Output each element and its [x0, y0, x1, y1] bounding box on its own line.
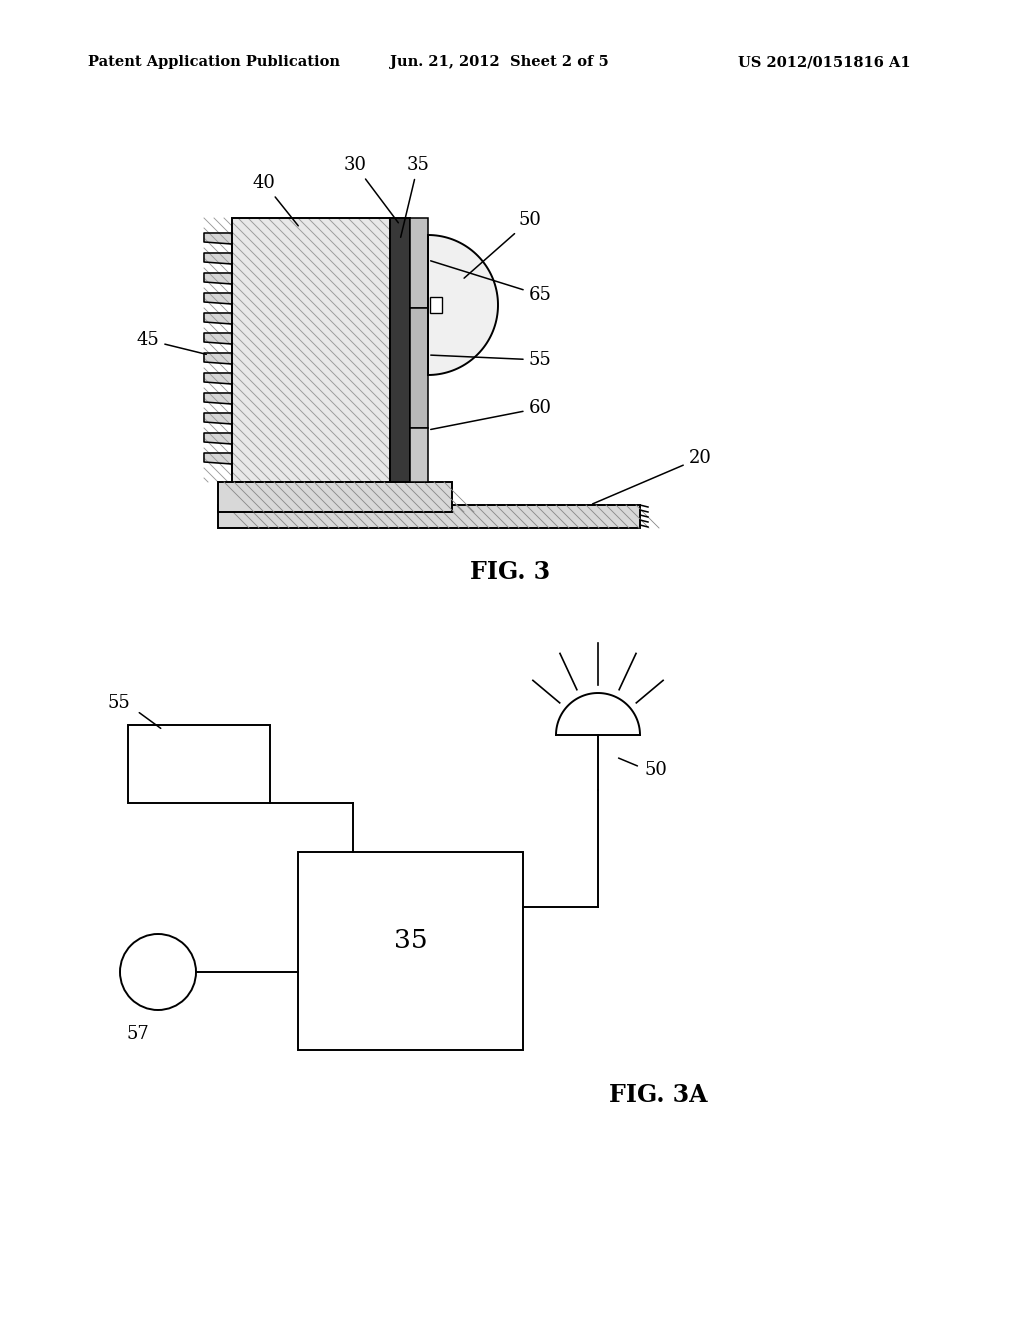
Text: 57: 57	[127, 1026, 150, 1043]
Text: 20: 20	[593, 449, 712, 504]
Bar	[410, 428, 428, 482]
Text: Patent Application Publication: Patent Application Publication	[88, 55, 340, 69]
Text: 60: 60	[431, 399, 552, 429]
Polygon shape	[428, 235, 498, 375]
Polygon shape	[204, 234, 232, 473]
Text: 65: 65	[431, 261, 552, 304]
Bar	[390, 218, 410, 482]
Text: 50: 50	[464, 211, 542, 279]
Text: 40: 40	[253, 174, 298, 226]
Circle shape	[120, 935, 196, 1010]
Text: 35: 35	[393, 928, 427, 953]
Bar	[298, 851, 523, 1049]
Bar	[232, 218, 392, 482]
Bar	[218, 506, 640, 528]
Bar	[430, 297, 442, 313]
Text: 35: 35	[400, 156, 429, 238]
Text: 30: 30	[343, 156, 398, 223]
Bar	[218, 482, 452, 512]
Text: 55: 55	[431, 351, 551, 370]
Bar	[232, 218, 392, 482]
Bar	[410, 308, 428, 428]
Text: 45: 45	[136, 331, 206, 354]
Text: 55: 55	[108, 694, 130, 711]
Text: 50: 50	[644, 762, 668, 779]
Bar	[128, 725, 270, 803]
Text: FIG. 3: FIG. 3	[470, 560, 550, 583]
Bar	[410, 218, 428, 308]
Text: FIG. 3A: FIG. 3A	[608, 1082, 708, 1107]
Text: US 2012/0151816 A1: US 2012/0151816 A1	[738, 55, 910, 69]
Text: Jun. 21, 2012  Sheet 2 of 5: Jun. 21, 2012 Sheet 2 of 5	[390, 55, 608, 69]
